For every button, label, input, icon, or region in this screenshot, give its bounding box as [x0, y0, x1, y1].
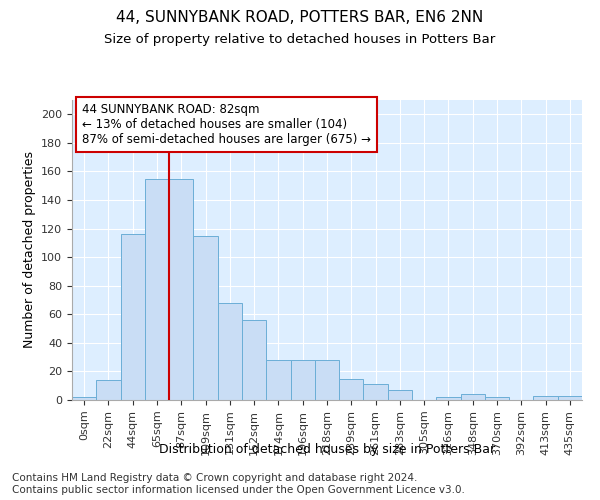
Bar	[72, 397, 96, 400]
Text: Contains HM Land Registry data © Crown copyright and database right 2024.
Contai: Contains HM Land Registry data © Crown c…	[12, 474, 465, 495]
Bar	[169, 178, 193, 400]
Bar	[533, 396, 558, 400]
Bar	[96, 380, 121, 400]
Bar	[193, 236, 218, 400]
Bar	[485, 397, 509, 400]
Y-axis label: Number of detached properties: Number of detached properties	[23, 152, 35, 348]
Bar	[266, 360, 290, 400]
Text: 44, SUNNYBANK ROAD, POTTERS BAR, EN6 2NN: 44, SUNNYBANK ROAD, POTTERS BAR, EN6 2NN	[116, 10, 484, 25]
Bar	[339, 378, 364, 400]
Text: Distribution of detached houses by size in Potters Bar: Distribution of detached houses by size …	[159, 442, 495, 456]
Bar	[145, 178, 169, 400]
Bar	[388, 390, 412, 400]
Bar	[290, 360, 315, 400]
Bar	[461, 394, 485, 400]
Bar	[436, 397, 461, 400]
Text: Size of property relative to detached houses in Potters Bar: Size of property relative to detached ho…	[104, 32, 496, 46]
Bar	[315, 360, 339, 400]
Bar	[558, 396, 582, 400]
Bar	[121, 234, 145, 400]
Bar	[364, 384, 388, 400]
Text: 44 SUNNYBANK ROAD: 82sqm
← 13% of detached houses are smaller (104)
87% of semi-: 44 SUNNYBANK ROAD: 82sqm ← 13% of detach…	[82, 103, 371, 146]
Bar	[218, 303, 242, 400]
Bar	[242, 320, 266, 400]
